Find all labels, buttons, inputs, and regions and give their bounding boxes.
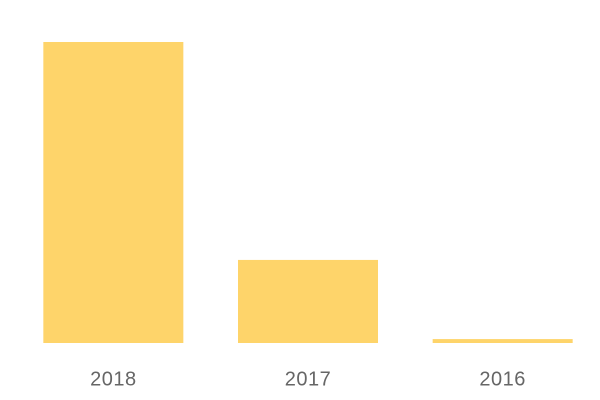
x-tick-label: 2018: [90, 368, 137, 390]
bar: [43, 42, 184, 343]
bar: [238, 259, 378, 343]
x-tick-label: 2017: [285, 368, 332, 390]
x-tick-label: 2016: [479, 368, 526, 390]
bar: [432, 339, 573, 343]
